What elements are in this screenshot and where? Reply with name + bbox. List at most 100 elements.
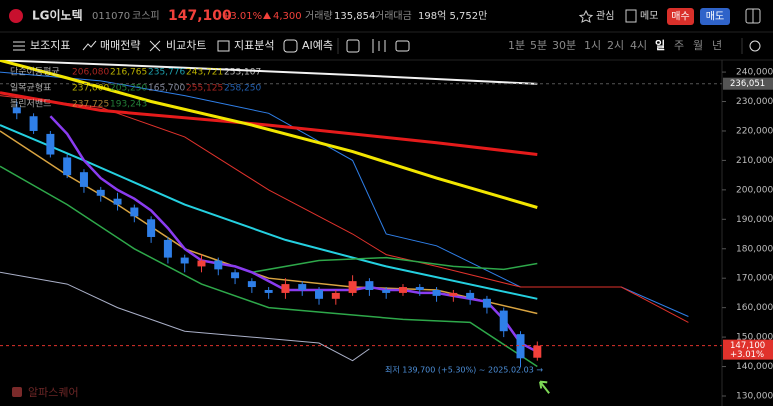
candle-body bbox=[499, 310, 508, 332]
period-button[interactable]: 30분 bbox=[552, 39, 576, 52]
legend-value: 258,250 bbox=[224, 84, 261, 94]
price-tag bbox=[723, 339, 773, 360]
candle-body bbox=[365, 281, 374, 290]
period-button[interactable]: 5분 bbox=[530, 39, 547, 52]
star-icon[interactable] bbox=[578, 9, 594, 23]
candle-body bbox=[298, 284, 307, 290]
candle-body bbox=[398, 287, 407, 293]
candle-body bbox=[180, 257, 189, 264]
tool-button[interactable]: 비교차트 bbox=[166, 39, 206, 52]
period-button[interactable]: 월 bbox=[693, 39, 703, 52]
stock-name: LG이노텍 bbox=[32, 8, 83, 23]
period-button[interactable]: 2시 bbox=[607, 39, 624, 52]
indicator-line bbox=[0, 271, 370, 362]
legend-value: 206,080 bbox=[72, 68, 109, 78]
y-tick-label: 180,000 bbox=[736, 244, 773, 254]
candle-body bbox=[516, 334, 525, 359]
y-tick-label: 160,000 bbox=[736, 303, 773, 313]
memo-icon[interactable] bbox=[625, 9, 637, 23]
y-tick-label: 220,000 bbox=[736, 126, 773, 136]
y-tick-label: 240,000 bbox=[736, 68, 773, 78]
sell-button-bg[interactable] bbox=[700, 8, 730, 25]
period-button[interactable]: 1시 bbox=[584, 39, 601, 52]
period-button[interactable]: 1분 bbox=[508, 39, 525, 52]
indicator-legend: 단순이동평균 206,080 216,765 235,776 243,721 253,10… bbox=[10, 67, 261, 110]
amount: 198억 5,752만 bbox=[418, 10, 487, 22]
legend-value: 193,243 bbox=[110, 100, 147, 110]
candle-icon[interactable] bbox=[372, 39, 386, 53]
candle-body bbox=[315, 289, 324, 299]
up-arrow bbox=[263, 12, 271, 19]
candle-body bbox=[281, 284, 290, 293]
legend-value: 205,250 bbox=[110, 84, 147, 94]
toolbar-icons bbox=[13, 39, 761, 53]
candle-body bbox=[432, 289, 441, 296]
legend-value: 255,125 bbox=[186, 84, 223, 94]
compare-icon[interactable] bbox=[149, 40, 161, 52]
ai-icon[interactable] bbox=[283, 39, 298, 53]
memo-button[interactable]: 메모 bbox=[640, 10, 658, 22]
legend-value: 165,700 bbox=[148, 84, 185, 94]
candle-body bbox=[231, 272, 240, 279]
legend-value: 243,721 bbox=[186, 68, 223, 78]
candle-body bbox=[113, 198, 122, 205]
change-pct: +3.01% bbox=[222, 11, 262, 22]
indicator-line bbox=[0, 60, 538, 209]
indicator-line bbox=[251, 256, 538, 274]
candle-body bbox=[46, 133, 55, 155]
y-tick-label: 230,000 bbox=[736, 97, 773, 107]
strategy-icon[interactable] bbox=[82, 40, 97, 51]
watermark-logo bbox=[12, 387, 22, 397]
candle-body bbox=[214, 260, 223, 270]
candle-body bbox=[449, 292, 458, 296]
tool-button[interactable]: 매매전략 bbox=[100, 39, 140, 52]
tool-button[interactable]: AI예측 bbox=[302, 39, 333, 52]
price-tag bbox=[723, 77, 773, 90]
legend-name: 일목균형표 bbox=[10, 83, 51, 94]
indicator-line bbox=[0, 91, 538, 156]
y-tick-label: 200,000 bbox=[736, 185, 773, 195]
box-icon[interactable] bbox=[346, 39, 360, 53]
volume-label: 거래량 bbox=[305, 10, 333, 22]
watch-button[interactable]: 관심 bbox=[596, 10, 614, 22]
settings-icon[interactable] bbox=[749, 40, 761, 52]
price-tag-sub: +3.01% bbox=[730, 350, 764, 360]
camera-icon[interactable] bbox=[395, 40, 410, 52]
price-tag-label: 147,100 bbox=[730, 341, 765, 351]
candle-body bbox=[247, 281, 256, 288]
tool-button[interactable]: 보조지표 bbox=[30, 39, 70, 52]
period-button[interactable]: 일 bbox=[655, 38, 665, 52]
buy-button[interactable]: 매수 bbox=[671, 11, 689, 23]
y-tick-label: 190,000 bbox=[736, 215, 773, 225]
candle-body bbox=[264, 289, 273, 293]
green-arrow bbox=[539, 380, 550, 394]
legend-value: 235,776 bbox=[148, 68, 185, 78]
candle-body bbox=[63, 157, 72, 176]
indicator-icon[interactable] bbox=[13, 41, 25, 51]
tool-button[interactable]: 지표분석 bbox=[234, 39, 274, 52]
sell-button[interactable]: 매도 bbox=[706, 11, 724, 23]
period-button[interactable]: 4시 bbox=[630, 39, 647, 52]
candle-body bbox=[382, 289, 391, 293]
candle-body bbox=[96, 189, 105, 196]
market: 코스피 bbox=[132, 10, 160, 22]
period-button[interactable]: 주 bbox=[674, 39, 684, 52]
candle-body bbox=[415, 287, 424, 290]
candle-body bbox=[29, 116, 38, 131]
candle-body bbox=[130, 207, 139, 217]
y-tick-label: 170,000 bbox=[736, 274, 773, 284]
candle-body bbox=[12, 107, 21, 114]
stock-code: 011070 bbox=[92, 11, 130, 22]
indicator-line bbox=[49, 115, 538, 353]
indicator-line bbox=[0, 165, 538, 368]
legend-value: 253,107 bbox=[224, 68, 261, 78]
price: 147,100 bbox=[168, 8, 232, 24]
analysis-icon[interactable] bbox=[217, 40, 230, 52]
watermark: 알파스퀘어 bbox=[28, 385, 79, 399]
period-button[interactable]: 년 bbox=[712, 39, 722, 52]
buy-button-bg[interactable] bbox=[667, 8, 694, 25]
legend-value: 216,765 bbox=[110, 68, 147, 78]
volume: 135,854 bbox=[334, 11, 375, 22]
